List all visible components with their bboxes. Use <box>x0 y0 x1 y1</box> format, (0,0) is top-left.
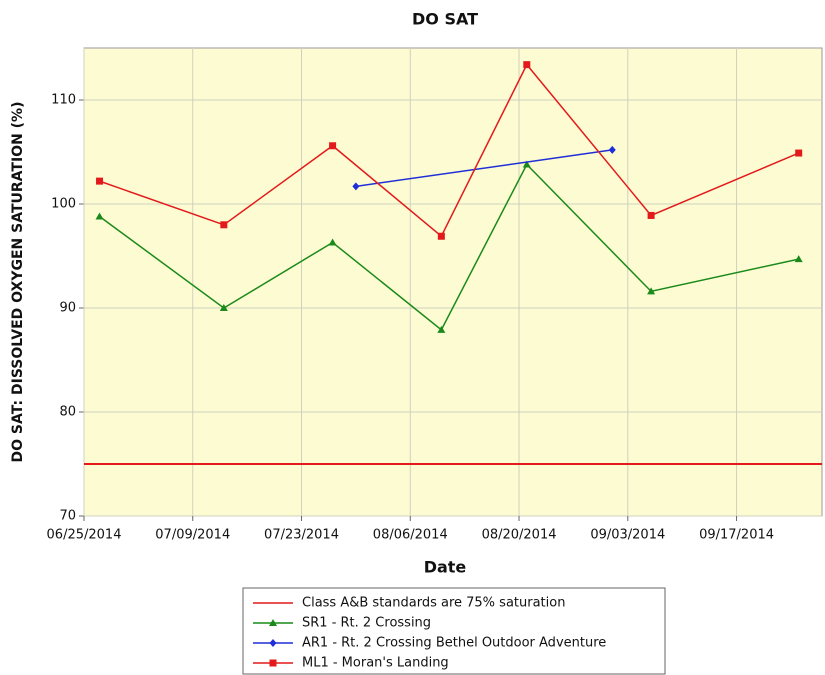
y-axis-label: DO SAT: DISSOLVED OXYGEN SATURATION (%) <box>10 102 26 463</box>
legend-label: SR1 - Rt. 2 Crossing <box>302 616 431 631</box>
marker <box>219 304 228 311</box>
x-tick-label: 07/09/2014 <box>155 528 230 543</box>
legend <box>242 587 666 675</box>
legend-label: ML1 - Moran's Landing <box>302 656 449 671</box>
marker <box>220 221 228 229</box>
legend-label: AR1 - Rt. 2 Crossing Bethel Outdoor Adve… <box>302 636 606 651</box>
marker <box>647 211 655 219</box>
legend-label: Class A&B standards are 75% saturation <box>302 596 565 611</box>
y-tick-label: 90 <box>59 301 76 316</box>
chart-title: DO SAT <box>412 10 478 29</box>
series-line <box>355 149 613 188</box>
marker <box>608 145 616 154</box>
x-tick-label: 08/06/2014 <box>373 528 448 543</box>
marker <box>523 61 531 69</box>
x-tick-label: 07/23/2014 <box>264 528 339 543</box>
x-tick-label: 08/20/2014 <box>482 528 557 543</box>
x-tick-label: 09/03/2014 <box>590 528 665 543</box>
marker <box>95 212 104 220</box>
marker <box>647 287 656 295</box>
marker <box>96 177 104 185</box>
y-tick-label: 70 <box>59 509 76 524</box>
marker <box>794 255 803 263</box>
plot-area <box>83 47 823 517</box>
x-tick-label: 09/17/2014 <box>699 528 774 543</box>
marker <box>269 659 277 667</box>
marker <box>795 149 803 157</box>
x-tick-label: 06/25/2014 <box>47 528 122 543</box>
marker <box>269 639 277 647</box>
marker <box>269 619 277 626</box>
marker <box>328 238 337 246</box>
marker <box>437 325 446 333</box>
x-axis-label: Date <box>424 558 467 577</box>
marker <box>437 232 445 240</box>
y-tick-label: 80 <box>59 405 76 420</box>
y-tick-label: 100 <box>51 197 76 212</box>
marker <box>522 160 531 168</box>
marker <box>329 142 337 150</box>
marker <box>352 182 360 191</box>
y-tick-label: 110 <box>51 93 76 108</box>
